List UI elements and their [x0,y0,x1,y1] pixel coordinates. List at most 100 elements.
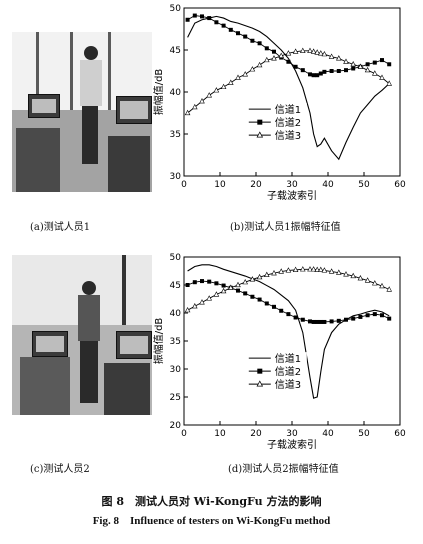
data-point [271,269,277,276]
data-point [242,71,248,77]
x-tick-label: 30 [286,429,298,439]
data-point [310,48,317,54]
legend-marker [256,131,264,138]
data-point [350,272,356,279]
data-point [380,58,384,63]
data-point [318,50,324,56]
legend-label-3: 信道3 [275,129,301,142]
data-point [387,316,392,321]
monitor-left [28,94,60,118]
data-point [192,13,197,18]
data-point [329,69,334,73]
monitor-right [116,331,152,359]
series-line-1 [187,15,390,161]
data-point [300,317,305,322]
y-tick-label: 30 [170,365,182,375]
x-tick-label: 0 [181,429,187,439]
legend-label-2: 信道2 [275,365,301,378]
data-point [336,318,341,323]
data-point [213,291,220,297]
data-point [351,66,356,71]
data-point [372,60,377,65]
data-point [185,17,190,22]
data-point [214,20,219,25]
data-point [307,266,313,272]
x-tick-label: 50 [358,429,370,439]
chart-tester-2-amplitude: 0 10 20 30 40 50 60 20 25 30 35 40 45 50 子载波索引 振幅值/dB 信道… [152,253,406,450]
data-point [235,74,241,80]
y-tick-label: 40 [170,88,182,98]
y-tick-label: 25 [170,393,181,403]
data-point [372,280,378,286]
legend-label-1: 信道1 [275,352,301,365]
data-point [329,319,334,324]
x-tick-label: 30 [286,180,298,190]
data-point [292,266,299,272]
x-axis-label: 子载波索引 [267,189,317,202]
y-tick-label: 40 [170,309,182,319]
data-point [184,306,191,313]
figure-caption-zh: 图 8 测试人员对 Wi-KongFu 方法的影响 [101,495,322,508]
data-point [220,83,227,90]
data-point [364,66,371,73]
data-point [250,38,255,43]
y-axis-label: 振幅值/dB [152,69,165,116]
data-point [228,284,234,290]
y-axis-label: 振幅值/dB [152,318,165,365]
data-point [300,266,306,272]
x-tick-label: 50 [358,180,370,190]
x-tick-label: 10 [214,429,226,439]
data-point [380,313,384,318]
data-point [228,27,233,32]
x-tick-label: 40 [322,429,334,439]
legend-box [244,103,307,147]
data-point [293,315,298,320]
subcaption-a: (a)测试人员1 [30,222,91,233]
data-point [357,275,364,281]
data-point [343,58,349,64]
data-point [315,319,320,324]
data-point [365,62,370,67]
data-point [358,314,363,319]
x-tick-label: 40 [322,180,334,190]
data-point [387,62,392,67]
monitor-right [116,96,152,124]
data-point [350,61,356,67]
subcaption-d: (d)测试人员2振幅特征值 [228,464,339,475]
data-point [292,48,299,54]
data-point [228,79,234,85]
y-tick-label: 45 [170,46,181,56]
x-tick-label: 60 [394,429,406,439]
data-point [344,68,348,73]
data-point [243,34,248,39]
x-tick-label: 20 [250,429,262,439]
x-tick-label: 10 [214,180,226,190]
data-point [285,267,292,273]
data-point [322,69,327,74]
figure-caption-en: Fig. 8 Influence of testers on Wi-KongFu… [92,515,331,527]
data-point [200,14,204,19]
data-point [308,319,312,324]
data-point [364,277,371,283]
data-point [250,294,255,299]
data-point [379,282,385,289]
subcaption-b: (b)测试人员1振幅特征值 [230,222,341,233]
legend-marker [256,380,264,387]
data-point [242,278,248,285]
data-point [185,283,190,287]
legend-marker [257,119,263,125]
photo-tester-1 [12,32,152,192]
data-point [256,273,263,280]
y-tick-label: 50 [170,253,182,263]
data-point [311,73,316,78]
x-tick-label: 20 [250,180,262,190]
data-point [192,103,198,110]
data-point [206,92,212,98]
data-point [271,55,277,61]
legend-label-2: 信道2 [275,116,301,129]
data-point [249,276,256,282]
data-point [207,16,212,21]
data-point [357,63,364,69]
x-tick-label: 0 [181,180,187,190]
data-point [184,109,191,116]
